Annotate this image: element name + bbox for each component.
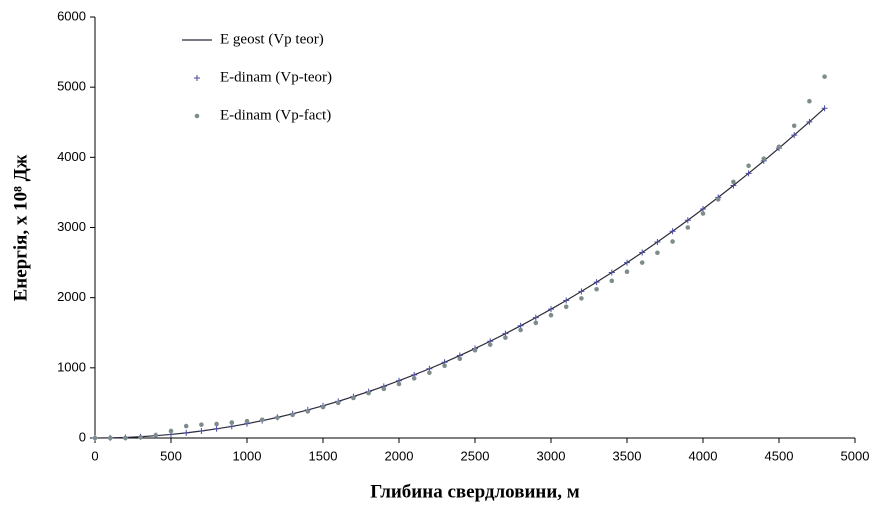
dot-marker [290, 412, 295, 418]
dot-marker [396, 381, 402, 387]
y-tick-label: 5000 [57, 79, 86, 94]
x-tick-label: 1000 [233, 448, 262, 463]
x-tick-label: 2500 [461, 448, 490, 463]
dot-marker [807, 98, 812, 104]
dot-marker [518, 327, 523, 333]
dot-marker [822, 74, 827, 79]
dot-marker [214, 421, 219, 427]
x-tick-label: 500 [160, 448, 182, 463]
dot-marker [259, 417, 265, 423]
dot-marker [442, 363, 447, 369]
x-tick-label: 5000 [841, 448, 870, 463]
plus-marker [654, 239, 661, 246]
dot-marker [138, 434, 143, 440]
plus-marker [684, 217, 691, 224]
dot-marker [244, 418, 250, 424]
plus-marker [669, 228, 676, 235]
plus-marker [821, 105, 828, 112]
x-tick-label: 4000 [689, 448, 718, 463]
x-tick-label: 2000 [385, 448, 414, 463]
dot-marker [715, 197, 721, 202]
dot-marker [229, 420, 235, 425]
y-tick-label: 0 [79, 429, 86, 444]
plus-marker [624, 259, 630, 266]
plus-marker [548, 306, 554, 313]
plus-marker [791, 132, 798, 139]
dot-marker [351, 395, 356, 401]
dot-marker [791, 123, 797, 129]
legend-label: E geost (Vp teor) [220, 31, 324, 47]
dot-marker [335, 400, 341, 406]
dot-marker [199, 422, 204, 427]
dot-marker [194, 113, 200, 119]
dot-marker [533, 320, 539, 326]
dot-marker [320, 404, 326, 410]
dot-marker [457, 356, 463, 362]
x-axis-label: Глибина свердловини, м [370, 481, 580, 502]
legend-label: E-dinam (Vp-fact) [220, 107, 331, 123]
dot-marker [153, 432, 159, 438]
plus-marker [745, 170, 752, 177]
plus-marker [608, 269, 615, 276]
dot-marker [594, 286, 599, 292]
dot-marker [655, 250, 660, 256]
dot-marker [107, 435, 113, 441]
legend-label: E-dinam (Vp-teor) [220, 69, 332, 85]
x-tick-label: 0 [91, 448, 98, 463]
plus-marker [806, 118, 813, 125]
y-tick-label: 2000 [57, 289, 86, 304]
x-tick-label: 3000 [537, 448, 566, 463]
dot-marker [609, 278, 615, 284]
plus-marker [563, 297, 570, 304]
y-tick-label: 6000 [57, 8, 86, 23]
plus-marker [213, 425, 220, 432]
plus-marker [198, 427, 205, 434]
dot-marker [624, 269, 630, 275]
dot-marker [305, 409, 311, 414]
dot-marker [183, 423, 189, 429]
plus-marker [578, 288, 585, 295]
dot-marker [761, 156, 767, 162]
plus-marker [593, 279, 600, 286]
y-axis-label: Енергія, х 10⁸ Дж [10, 154, 31, 301]
dot-marker [123, 435, 128, 441]
plus-marker [639, 249, 646, 256]
dot-marker [503, 335, 508, 340]
dot-marker [472, 347, 478, 353]
dot-marker [366, 390, 371, 396]
plus-marker [700, 205, 706, 212]
dot-marker [639, 260, 645, 265]
y-tick-label: 4000 [57, 149, 86, 164]
dot-marker [579, 296, 584, 301]
dot-marker [700, 211, 706, 216]
dot-marker [563, 304, 569, 310]
dot-marker [427, 370, 432, 376]
dot-marker [487, 342, 493, 347]
x-tick-label: 4500 [765, 448, 794, 463]
x-tick-label: 3500 [613, 448, 642, 463]
plus-marker [194, 75, 200, 81]
y-tick-label: 3000 [57, 219, 86, 234]
dot-marker [411, 376, 417, 381]
dot-marker [168, 428, 174, 434]
dot-marker [685, 225, 691, 230]
plus-marker [532, 314, 539, 321]
dot-marker [776, 144, 782, 150]
line-series [94, 107, 826, 439]
dot-marker [731, 179, 736, 185]
dot-marker [92, 435, 98, 441]
y-tick-label: 1000 [57, 359, 86, 374]
dot-marker [548, 312, 554, 318]
plus-marker [183, 429, 190, 436]
dot-marker [275, 415, 280, 420]
x-tick-label: 1500 [309, 448, 338, 463]
dot-marker [746, 163, 751, 169]
dot-marker [670, 239, 675, 244]
dot-marker [381, 386, 387, 392]
